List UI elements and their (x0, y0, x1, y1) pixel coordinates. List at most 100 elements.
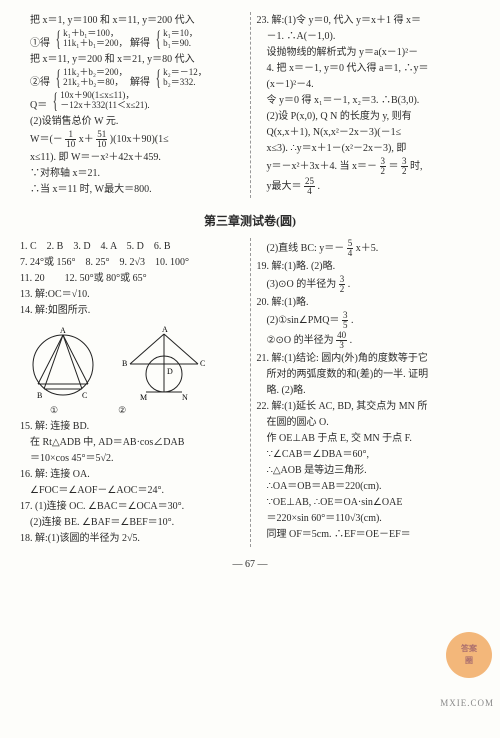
den: 10 (96, 140, 107, 149)
top-right-col: 23. 解:(1)令 y＝0, 代入 y＝x＋1 得 x＝ －1. ∴A(－1,… (251, 12, 487, 198)
y-max: y最大＝ 254 . (257, 177, 481, 196)
label-m2: M (140, 393, 147, 402)
text: (2)①sin∠PMQ＝ (267, 315, 340, 326)
text: )(10x＋90)(1≤ (110, 134, 169, 145)
text: 同理 OF＝5cm. ∴EF＝OE－EF＝ (257, 527, 481, 542)
text: 4. 把 x＝－1, y＝0 代入得 a＝1, ∴y＝ (257, 61, 481, 76)
text: 所对的两弧度数的和(差)的一半. 证明 (257, 367, 481, 382)
text: x≤3). ∴y＝x＋1－(x²－2x－3), 即 (257, 141, 481, 156)
text: Q＝ (30, 100, 47, 111)
label-b2: B (122, 359, 127, 368)
text: －12x＋332(11＜x≤21). (60, 101, 149, 111)
text: 18. 解:(1)该圆的半径为 2√5. (20, 531, 244, 546)
text: y＝－x²＋3x＋4. 当 x＝－ (267, 161, 378, 172)
text: 23. 解:(1)令 y＝0, 代入 y＝x＋1 得 x＝ (257, 13, 481, 28)
text: 21. 解:(1)结论: 圆内(外)角的度数等于它 (257, 351, 481, 366)
top-left-col: 把 x＝1, y＝100 和 x＝11, y＝200 代入 ①得 { k₁＋b₁… (14, 12, 251, 198)
text: (2)设销售总价 W 元. (20, 114, 244, 129)
text: ∵对称轴 x＝21. (20, 166, 244, 181)
text: －1. ∴A(－1,0). (257, 29, 481, 44)
text: x＋5. (356, 243, 379, 254)
wm-text-1: 答案 (461, 643, 477, 655)
label-c: C (82, 391, 87, 400)
den: 4 (304, 187, 315, 196)
text: ＝220×sin 60°＝110√3(cm). (257, 511, 481, 526)
text: 20. 解:(1)略. (257, 295, 481, 310)
text: . (348, 279, 351, 290)
watermark-url: MXIE.COM (440, 697, 494, 711)
bottom-columns: 1. C 2. B 3. D 4. A 5. D 6. B 7. 24°或 15… (14, 238, 486, 547)
text: x≤11). 即 W＝－x²＋42x＋459. (20, 150, 244, 165)
text: 13. 解:OC＝√10. (20, 287, 244, 302)
text: . (351, 315, 354, 326)
top-columns: 把 x＝1, y＝100 和 x＝11, y＝200 代入 ①得 { k₁＋b₁… (14, 12, 486, 198)
text: 在圆的圆心 O. (257, 415, 481, 430)
eq-group-1: ①得 { k₁＋b₁＝100， 11k₁＋b₁＝200， 解得 { k₁＝10，… (20, 29, 244, 51)
den: 5 (342, 321, 349, 330)
text: . (318, 181, 321, 192)
den: 3 (336, 341, 347, 350)
text: 14. 解:如图所示. (20, 303, 244, 318)
eq-group-2: ②得 { 11k₂＋b₂＝200， 21k₂＋b₂＝80， 解得 { k₂＝－1… (20, 68, 244, 90)
text: 16. 解: 连接 OA. (20, 467, 244, 482)
diagrams: A B C A B C D M N (24, 324, 244, 402)
text: 设抛物线的解析式为 y＝a(x－1)²－ (257, 45, 481, 60)
label-n2: N (182, 393, 188, 402)
bottom-left-col: 1. C 2. B 3. D 4. A 5. D 6. B 7. 24°或 15… (14, 238, 251, 547)
text: 11. 20 12. 50°或 80°或 65° (20, 271, 244, 286)
r-line: (3)⊙O 的半径为 32 . (257, 275, 481, 294)
text: b₁＝90. (163, 39, 198, 49)
text: x＋ (79, 134, 94, 145)
text: 作 OE⊥AB 于点 E, 交 MN 于点 F. (257, 431, 481, 446)
den: 2 (380, 167, 387, 176)
label-c2: C (200, 359, 205, 368)
bc-line: (2)直线 BC: y＝－ 54 x＋5. (257, 239, 481, 258)
text: W＝(－ (30, 134, 63, 145)
caption-1: ① (50, 404, 58, 418)
text: ＝ (389, 161, 399, 172)
text: 解得 (130, 38, 150, 49)
text: 15. 解: 连接 BD. (20, 419, 244, 434)
den: 2 (339, 285, 346, 294)
answer-row: 1. C 2. B 3. D 4. A 5. D 6. B (20, 239, 244, 254)
den: 2 (401, 167, 408, 176)
label-d2: D (167, 367, 173, 376)
label-b: B (37, 391, 42, 400)
text: 19. 解:(1)略. (2)略. (257, 259, 481, 274)
text: 解得 (130, 77, 150, 88)
bottom-right-col: (2)直线 BC: y＝－ 54 x＋5. 19. 解:(1)略. (2)略. … (251, 238, 487, 547)
text: 把 x＝1, y＝100 和 x＝11, y＝200 代入 (20, 13, 244, 28)
caption-2: ② (118, 404, 126, 418)
w-eq: W＝(－ 110 x＋ 5110 )(10x＋90)(1≤ (20, 130, 244, 149)
text: ＝10×cos 45°＝5√2. (20, 451, 244, 466)
text: 22. 解:(1)延长 AC, BD, 其交点为 MN 所 (257, 399, 481, 414)
text: (2)连接 BE. ∠BAF＝∠BEF＝10°. (20, 515, 244, 530)
text: 21k₂＋b₂＝80， (63, 78, 127, 88)
diagram-captions: ① ② (50, 404, 244, 418)
text: ∠FOC＝∠AOF－∠AOC＝24°. (20, 483, 244, 498)
text: 7. 24°或 156° 8. 25° 9. 2√3 10. 100° (20, 255, 244, 270)
text: (2)直线 BC: y＝－ (267, 243, 345, 254)
text: . (350, 335, 353, 346)
section-heading: 第三章测试卷(圆) (14, 212, 486, 230)
text: ∴当 x＝11 时, W最大＝800. (20, 182, 244, 197)
text: y最大＝ (267, 181, 302, 192)
text: ②得 (30, 77, 50, 88)
page-number: — 67 — (14, 557, 486, 572)
den: 4 (347, 249, 354, 258)
text: ①得 (30, 38, 50, 49)
text: 在 Rt△ADB 中, AD＝AB·cos∠DAB (20, 435, 244, 450)
den: 10 (65, 140, 76, 149)
text: ∴△AOB 是等边三角形. (257, 463, 481, 478)
label-a: A (60, 326, 66, 335)
text: ∵∠CAB＝∠DBA＝60°, (257, 447, 481, 462)
circle-diagram-1: A B C (24, 324, 102, 402)
watermark-badge: 答案 圈 (446, 632, 492, 678)
text: ②⊙O 的半径为 (267, 335, 334, 346)
text: (x－1)²－4. (257, 77, 481, 92)
text: 11k₁＋b₁＝200， (63, 39, 127, 49)
text: (2)设 P(x,0), Q N 的长度为 y, 则有 (257, 109, 481, 124)
text: 把 x＝11, y＝200 和 x＝21, y＝80 代入 (20, 52, 244, 67)
text: b₂＝332. (163, 78, 207, 88)
text: 略. (2)略. (257, 383, 481, 398)
